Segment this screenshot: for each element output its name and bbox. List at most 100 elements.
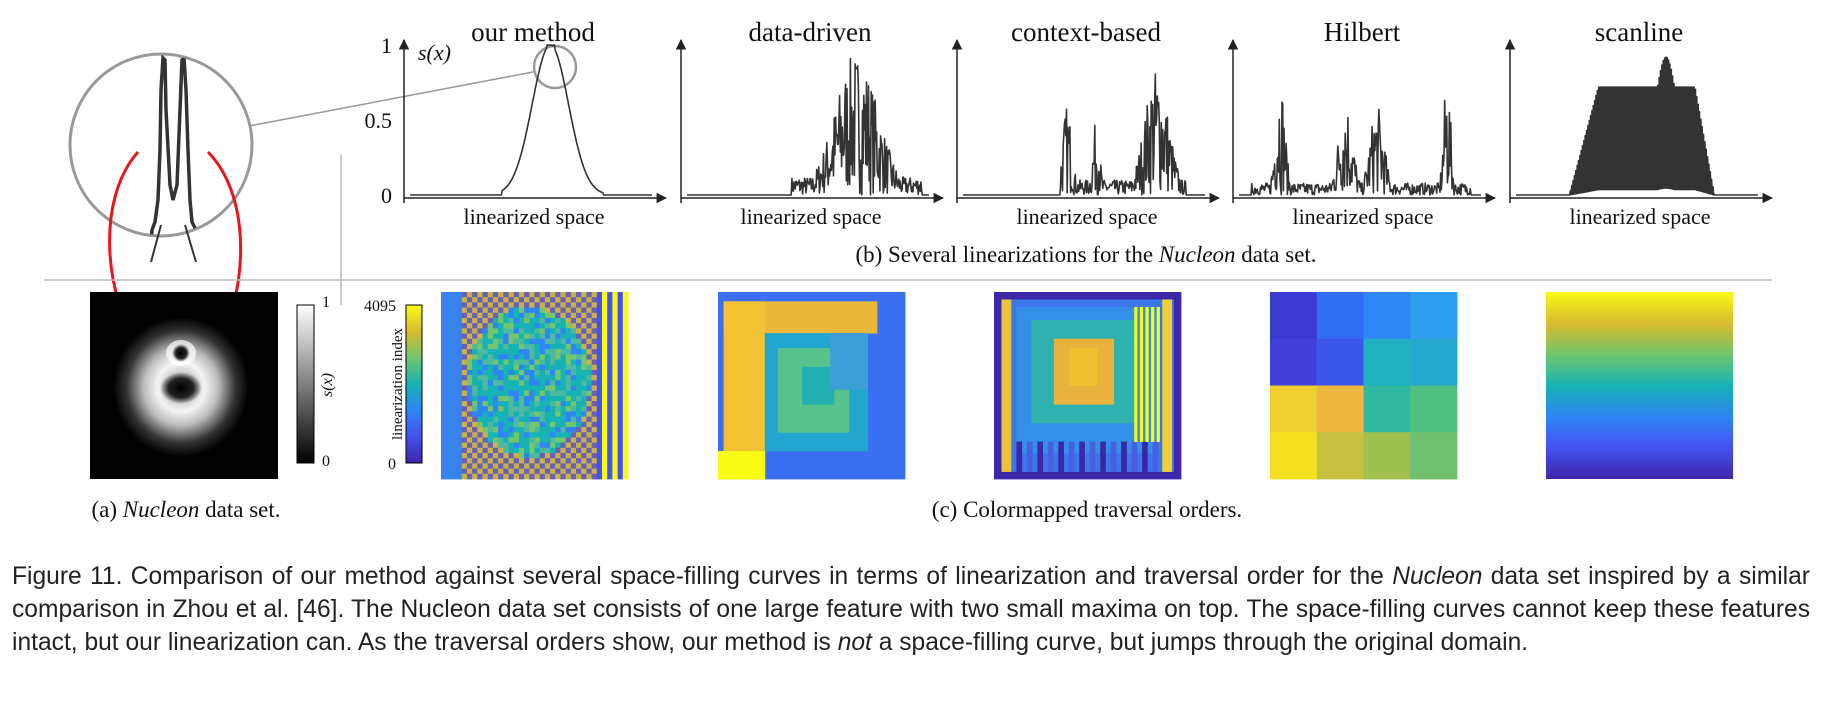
- cell: [586, 468, 593, 475]
- cell: [498, 369, 504, 376]
- cell: [555, 333, 561, 340]
- cell: [518, 359, 525, 366]
- cell: [508, 468, 515, 475]
- cell: [565, 406, 572, 412]
- cell: [451, 468, 457, 475]
- cell: [477, 307, 483, 314]
- cell: [503, 385, 509, 392]
- cell: [555, 349, 561, 355]
- cell: [466, 343, 473, 350]
- cell: [508, 427, 515, 433]
- y-axis-label: s(x): [418, 40, 451, 65]
- cell: [524, 447, 530, 454]
- cell: [441, 297, 447, 303]
- cell: [555, 338, 561, 345]
- cell: [596, 338, 603, 345]
- cell: [446, 328, 452, 334]
- cell: [482, 302, 489, 308]
- cell: [607, 297, 613, 303]
- cell: [446, 297, 452, 303]
- cell: [1270, 338, 1318, 386]
- cell: [482, 343, 489, 350]
- cell: [1316, 338, 1364, 386]
- cell: [1270, 292, 1318, 340]
- cell: [534, 323, 541, 329]
- cell: [581, 307, 587, 314]
- cell: [529, 458, 535, 464]
- cell: [1410, 338, 1458, 386]
- cell: [555, 323, 561, 329]
- cell: [1110, 441, 1117, 472]
- cell: [560, 375, 567, 381]
- cell: [607, 432, 613, 438]
- cell: [607, 375, 613, 381]
- cell: [560, 458, 567, 464]
- cell: [602, 297, 608, 303]
- cell: [622, 468, 629, 475]
- cell: [446, 364, 452, 371]
- cell: [591, 375, 598, 381]
- cell: [441, 292, 447, 298]
- cell: [555, 302, 561, 308]
- cell: [451, 338, 457, 345]
- cell: [524, 375, 530, 381]
- cell: [472, 317, 478, 324]
- cell: [565, 354, 572, 360]
- colorbar-label: linearization index: [390, 327, 406, 440]
- cell: [1363, 292, 1411, 340]
- cell: [581, 385, 587, 392]
- cell: [544, 468, 551, 475]
- cell: [492, 447, 499, 454]
- cell: [534, 406, 541, 412]
- cell: [524, 328, 530, 334]
- cell: [581, 349, 587, 355]
- cell: [612, 307, 619, 314]
- cell: [565, 458, 572, 464]
- cell: [602, 463, 608, 470]
- cell: [539, 395, 546, 402]
- cell: [555, 343, 561, 350]
- cell: [508, 437, 515, 444]
- cell: [466, 395, 473, 402]
- cell: [570, 333, 577, 340]
- cell: [1001, 299, 1012, 472]
- cell: [622, 411, 629, 418]
- cell: [446, 359, 452, 366]
- cell: [472, 343, 478, 350]
- cell: [617, 369, 624, 376]
- cell: [565, 395, 572, 402]
- cell: [550, 395, 556, 402]
- cell: [560, 432, 567, 438]
- cell: [612, 458, 619, 464]
- cell: [513, 312, 520, 319]
- cell: [612, 328, 619, 334]
- cell: [461, 463, 468, 470]
- cell: [451, 369, 457, 376]
- cell: [477, 302, 483, 308]
- cell: [498, 437, 504, 444]
- cell: [461, 458, 468, 464]
- cell: [607, 333, 613, 340]
- cell: [555, 364, 561, 371]
- cell: [513, 416, 520, 423]
- linearization-curve: [409, 44, 653, 196]
- cell: [508, 453, 515, 459]
- cell: [482, 380, 489, 386]
- cell: [518, 458, 525, 464]
- cell: [456, 380, 463, 386]
- cell: [529, 359, 535, 366]
- cell: [524, 385, 530, 392]
- cell: [446, 307, 452, 314]
- cell: [534, 297, 541, 303]
- cell: [591, 349, 598, 355]
- cell: [607, 307, 613, 314]
- cell: [550, 364, 556, 371]
- cell: [503, 302, 509, 308]
- cell: [596, 317, 603, 324]
- cell: [602, 385, 608, 392]
- cell: [466, 292, 473, 298]
- cell: [461, 411, 468, 418]
- cell: [602, 369, 608, 376]
- cell: [534, 385, 541, 392]
- cell: [498, 375, 504, 381]
